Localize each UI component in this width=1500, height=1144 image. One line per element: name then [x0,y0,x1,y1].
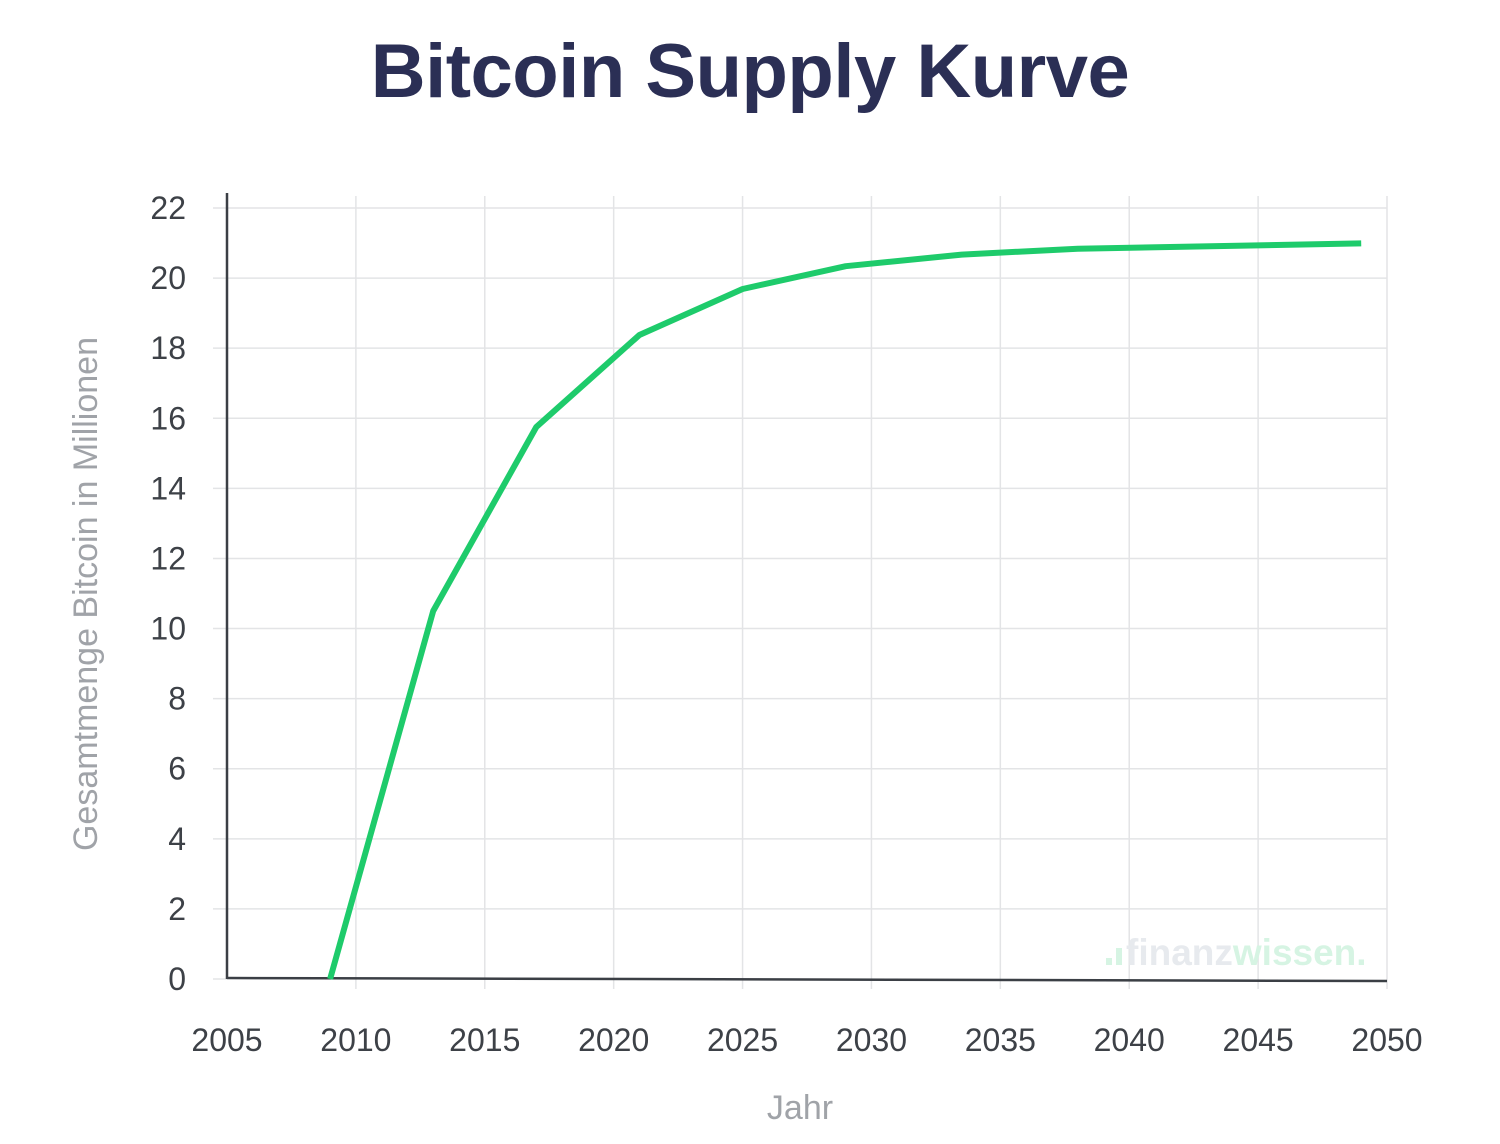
y-tick-labels: 0 2 4 6 8 10 12 14 16 18 20 22 [150,190,186,997]
x-tick-label: 2035 [965,1022,1036,1058]
y-tick-label: 10 [150,611,186,647]
supply-line [327,240,1362,980]
axes [225,193,1388,983]
grid [213,196,1388,989]
y-tick-label: 2 [168,891,186,927]
x-tick-label: 2045 [1223,1022,1294,1058]
y-axis-label: Gesamtmenge Bitcoin in Millionen [67,337,105,851]
logo-bar-large [1116,948,1122,965]
x-tick-label: 2040 [1094,1022,1165,1058]
y-tick-label: 0 [168,961,186,997]
logo-part-finanz: finanz [1126,932,1233,973]
y-tick-label: 4 [168,821,186,857]
x-tick-labels: 2005 2010 2015 2020 2025 2030 2035 2040 2045 2050 [191,1022,1422,1058]
logo-wordmark: finanzwissen. [1126,932,1367,973]
x-tick-label: 2015 [449,1022,520,1058]
x-axis-label: Jahr [767,1089,833,1127]
x-tick-label: 2025 [707,1022,778,1058]
y-tick-label: 14 [150,470,186,506]
y-tick-label: 6 [168,751,186,787]
y-tick-label: 22 [150,190,186,226]
x-axis-line [226,976,1388,983]
x-tick-label: 2005 [191,1022,262,1058]
x-tick-label: 2030 [836,1022,907,1058]
finanzwissen-logo: finanzwissen. [1106,932,1367,973]
y-tick-label: 20 [150,260,186,296]
chart-title: Bitcoin Supply Kurve [370,29,1130,114]
y-tick-label: 8 [168,681,186,717]
y-tick-label: 12 [150,540,186,576]
x-tick-label: 2050 [1351,1022,1422,1058]
x-tick-label: 2020 [578,1022,649,1058]
y-tick-label: 16 [150,400,186,436]
series-group [327,240,1362,980]
logo-bar-small [1106,958,1112,965]
y-tick-label: 18 [150,330,186,366]
logo-part-wissen: wissen. [1232,932,1367,973]
x-tick-label: 2010 [320,1022,391,1058]
